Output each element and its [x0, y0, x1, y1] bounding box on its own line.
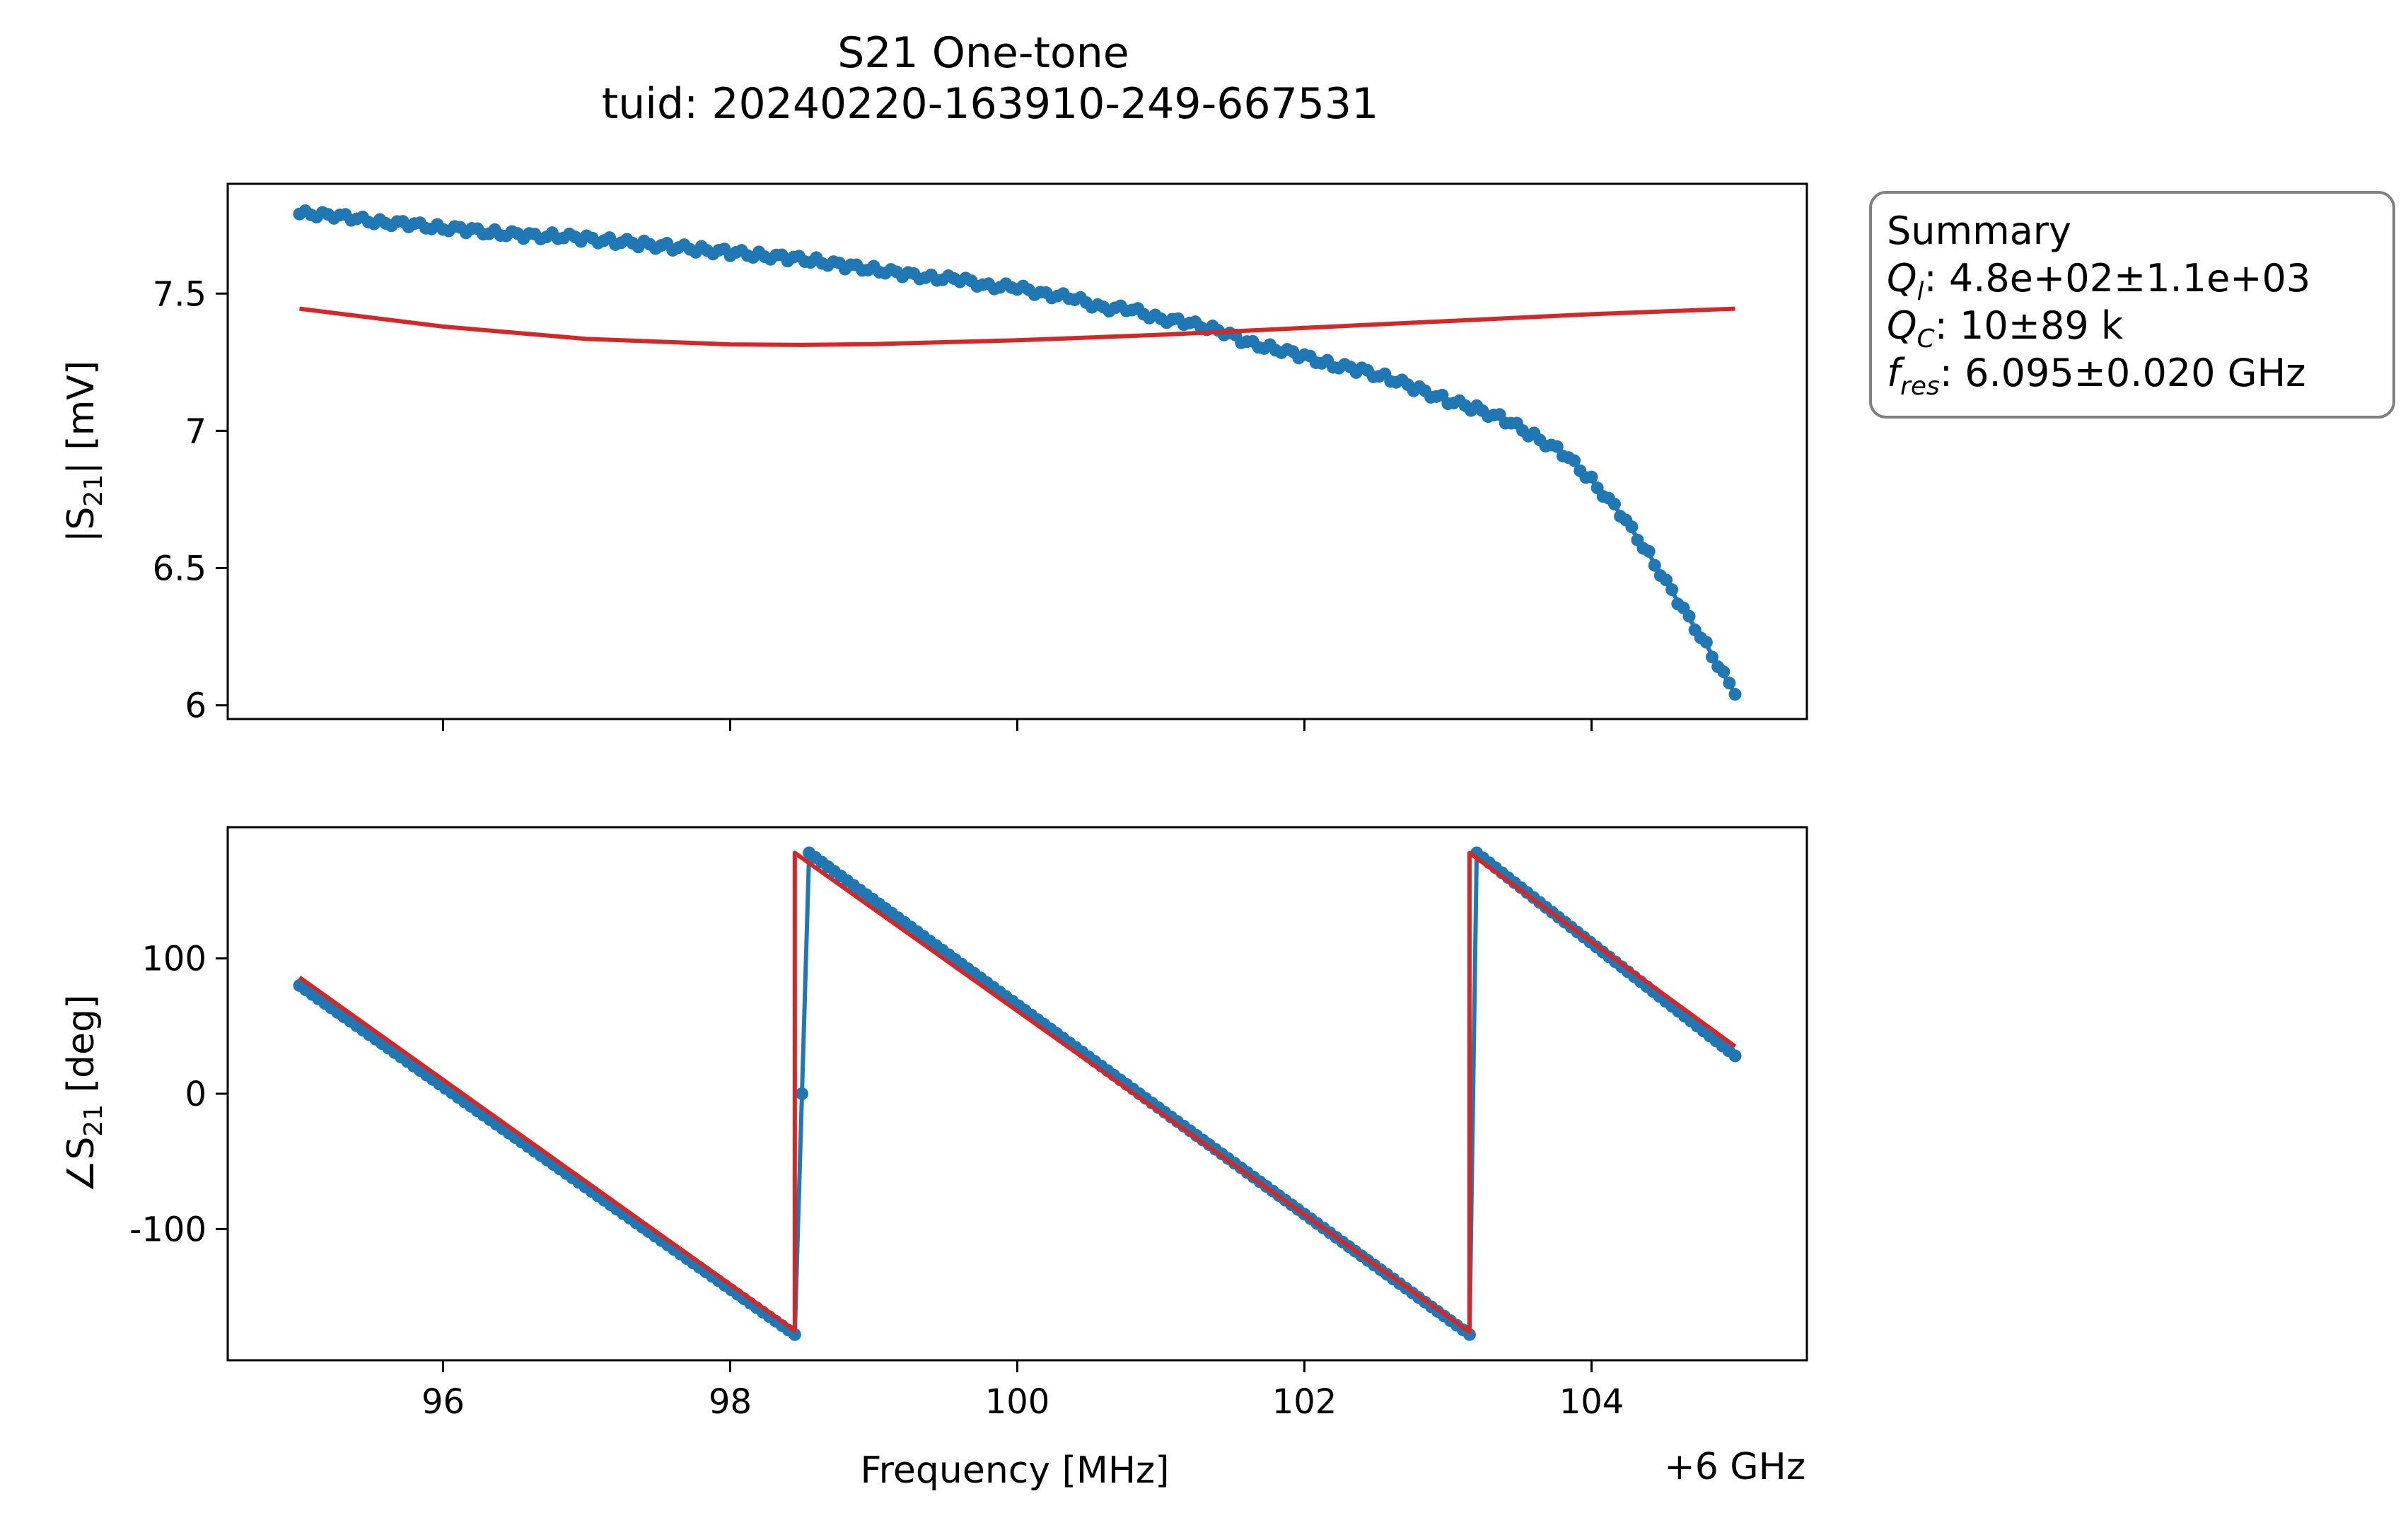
magnitude-y-tick-label: 6.5 — [153, 549, 207, 588]
magnitude-data-point — [1550, 440, 1564, 453]
magnitude-data-point — [1665, 583, 1679, 597]
magnitude-data-point — [1723, 677, 1736, 690]
summary-fres: fres: 6.095±0.020 GHz — [1887, 351, 2305, 401]
phase-y-label-main: ∠S — [60, 1137, 103, 1193]
chart-title-line-2: tuid: 20240220-163910-249-667531 — [602, 79, 1379, 129]
phase-plot: 96 98 100 102 104 -100 0 100 ∠S21 [deg] — [60, 826, 1808, 1422]
summary-box-frame — [1869, 191, 2395, 419]
magnitude-data-point — [1699, 636, 1713, 649]
chart-title: S21 One-tone tuid: 20240220-163910-249-6… — [602, 28, 1379, 129]
magnitude-data-point — [1706, 650, 1719, 664]
x-axis-label: Frequency [MHz] — [861, 1449, 1170, 1492]
magnitude-data-point — [1607, 497, 1621, 510]
summary-heading: Summary — [1887, 209, 2071, 253]
magnitude-y-tick-label: 7 — [185, 411, 207, 451]
magnitude-y-tick-label: 6 — [185, 686, 207, 726]
summary-fres-subscript: res — [1900, 372, 1940, 401]
phase-data-line — [298, 851, 1737, 1337]
chart-title-line-1: S21 One-tone — [837, 28, 1129, 78]
summary-box: Summary Ql: 4.8e+02±1.1e+03 QC: 10±89 k … — [1869, 191, 2395, 419]
summary-ql-symbol: Q — [1887, 256, 1917, 300]
phase-y-axis-label: ∠S21 [deg] — [60, 995, 108, 1193]
summary-ql-subscript: l — [1917, 277, 1924, 306]
magnitude-data-point — [1728, 688, 1742, 701]
magnitude-y-axis-label: |S21| [mV] — [60, 361, 108, 542]
magnitude-data-point — [1625, 520, 1639, 534]
phase-y-label-subscript: 21 — [79, 1104, 108, 1137]
magnitude-data-point — [1585, 470, 1598, 484]
summary-qc-subscript: C — [1917, 325, 1936, 354]
x-tick-label: 102 — [1272, 1382, 1337, 1422]
magnitude-y-label-main: |S — [60, 507, 103, 543]
x-tick-label: 100 — [985, 1382, 1050, 1422]
phase-data-point — [788, 1328, 801, 1341]
magnitude-data-point — [1717, 665, 1731, 679]
summary-fres-value: : 6.095±0.020 GHz — [1940, 351, 2306, 395]
phase-data-point — [796, 1087, 808, 1100]
magnitude-data-point — [1648, 559, 1661, 572]
phase-fit-line — [298, 851, 1737, 1334]
magnitude-data-point — [1660, 573, 1673, 587]
magnitude-plot: 6 6.5 7 7.5 |S21| [mV] — [60, 182, 1808, 731]
phase-y-tick-label: 0 — [185, 1075, 207, 1114]
phase-y-label-unit: [deg] — [60, 995, 103, 1104]
magnitude-data-point — [1568, 454, 1581, 467]
summary-qc-value: : 10±89 k — [1935, 303, 2124, 348]
magnitude-y-label-subscript: 21 — [79, 474, 108, 507]
summary-ql-value: : 4.8e+02±1.1e+03 — [1924, 256, 2311, 300]
summary-qc: QC: 10±89 k — [1887, 303, 2124, 354]
phase-data-point — [1728, 1049, 1742, 1063]
summary-ql: Ql: 4.8e+02±1.1e+03 — [1887, 256, 2310, 306]
magnitude-y-label-unit: | [mV] — [60, 361, 103, 474]
magnitude-y-tick-label: 7.5 — [153, 274, 207, 314]
x-offset-label: +6 GHz — [1664, 1446, 1805, 1488]
magnitude-data-point — [1642, 544, 1656, 558]
x-tick-label: 98 — [709, 1382, 752, 1422]
magnitude-fit-line — [299, 306, 1735, 347]
x-tick-label: 96 — [421, 1382, 465, 1422]
phase-y-tick-label: -100 — [129, 1210, 207, 1249]
phase-y-tick-label: 100 — [141, 940, 207, 979]
summary-qc-symbol: Q — [1887, 303, 1917, 348]
x-tick-label: 104 — [1559, 1382, 1624, 1422]
magnitude-data-point — [1682, 609, 1696, 623]
